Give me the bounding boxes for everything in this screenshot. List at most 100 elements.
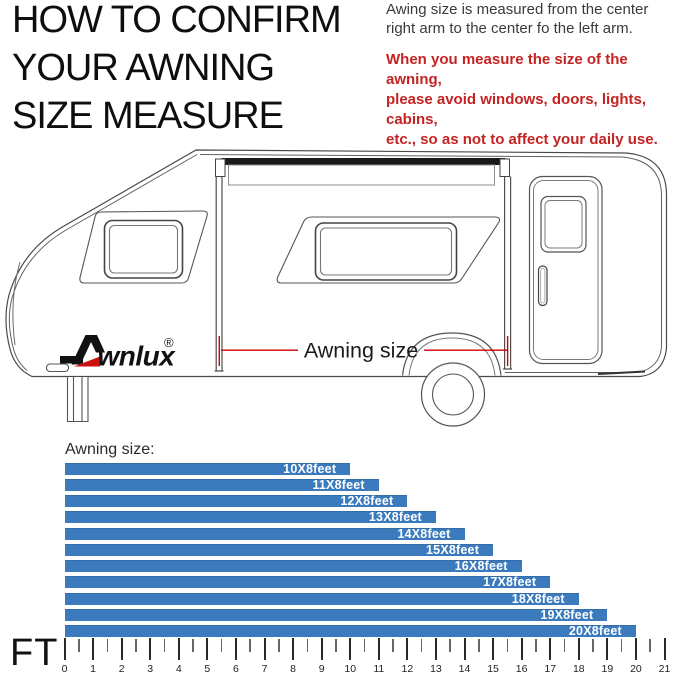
axis-tick-label: 12 <box>401 663 414 675</box>
axis-tick-major <box>520 638 523 660</box>
logo-swoosh <box>74 356 100 367</box>
logo-bar <box>60 356 83 364</box>
bar-label: 10X8feet <box>283 461 337 476</box>
dimension-line <box>218 336 509 366</box>
axis-tick-minor <box>192 639 194 652</box>
axis-tick-label: 4 <box>175 663 182 675</box>
axis-tick-major <box>63 638 66 660</box>
awning-arm-left <box>214 176 224 372</box>
axis-tick-label: 18 <box>572 663 585 675</box>
axis-tick-major <box>349 638 352 660</box>
bar-label: 15X8feet <box>426 542 480 557</box>
axis-tick-minor <box>335 639 337 652</box>
axis-tick-minor <box>563 639 566 652</box>
axis-tick-label: 1 <box>90 663 96 675</box>
bar-17X8feet: 17X8feet <box>64 575 551 590</box>
page-title: HOW TO CONFIRM YOUR AWNING SIZE MEASURE <box>12 0 342 137</box>
axis-tick-label: 21 <box>658 663 671 675</box>
axis-tick-minor <box>135 639 137 652</box>
axis-tick-minor <box>420 639 423 652</box>
axis-tick-minor <box>449 639 451 652</box>
axis-tick-label: 3 <box>147 663 154 675</box>
axis-tick-major <box>492 638 495 660</box>
bar-20X8feet: 20X8feet <box>64 624 636 638</box>
measure-note: Awing size is measured from the center r… <box>386 1 649 37</box>
axis-tick-major <box>377 638 380 660</box>
axis-tick-minor <box>506 639 509 652</box>
axis-tick-label: 17 <box>544 663 557 675</box>
axis-tick-major <box>120 638 123 660</box>
axis-tick-major <box>634 638 637 660</box>
axis-tick-label: 5 <box>204 663 211 675</box>
axis-tick-minor <box>78 639 80 652</box>
axis-tick-major <box>577 638 580 660</box>
bar-label: 14X8feet <box>397 526 451 541</box>
trailer-diagram: Awning size wnlux ® <box>5 149 668 427</box>
axis-tick-major <box>177 638 180 660</box>
axis-tick-major <box>463 638 466 660</box>
axis-tick-major <box>206 638 209 660</box>
axis-tick-minor <box>535 639 537 652</box>
front-window <box>79 210 208 284</box>
bar-11X8feet: 11X8feet <box>64 477 379 492</box>
axis-tick-minor <box>278 639 280 652</box>
measure-warning: When you measure the size of the awning,… <box>386 51 658 148</box>
awning-arm-right <box>503 176 512 370</box>
hitch-post <box>66 377 89 423</box>
axis-tick-minor <box>163 639 166 652</box>
axis-tick-label: 8 <box>290 663 296 675</box>
bar-14X8feet: 14X8feet <box>64 526 465 541</box>
bar-label: 12X8feet <box>340 494 394 508</box>
bar-10X8feet: 10X8feet <box>64 461 351 476</box>
logo-text: wnlux <box>98 341 177 372</box>
middle-window <box>276 216 501 284</box>
axis-tick-label: 9 <box>318 663 325 675</box>
dimension-label: Awning size <box>304 339 418 363</box>
axis-tick-label: 0 <box>61 663 68 675</box>
axis-tick-label: 16 <box>515 663 528 675</box>
side-marker <box>45 363 70 373</box>
axis-tick-major <box>92 638 95 660</box>
wheel-fender <box>401 332 502 427</box>
bar-13X8feet: 13X8feet <box>64 510 436 525</box>
registered-mark: ® <box>164 335 174 350</box>
brand-logo: wnlux ® <box>60 335 177 372</box>
bar-label: 17X8feet <box>483 575 537 590</box>
axis-tick-label: 13 <box>430 663 442 675</box>
axis-tick-major <box>234 638 237 660</box>
axis-tick-label: 6 <box>233 663 239 675</box>
axis-tick-minor <box>649 639 651 652</box>
bar-12X8feet: 12X8feet <box>64 494 408 508</box>
axis-tick-minor <box>220 639 223 652</box>
bar-label: 13X8feet <box>368 510 422 525</box>
logo-a-icon <box>71 335 105 365</box>
axis-tick-minor <box>249 639 251 652</box>
axis-tick-major <box>606 638 609 660</box>
bar-label: 19X8feet <box>540 607 594 622</box>
bar-label: 16X8feet <box>454 559 508 573</box>
axis-tick-major <box>320 638 323 660</box>
door-window <box>540 195 587 253</box>
axis-tick-label: 14 <box>458 663 471 675</box>
axis-tick-minor <box>620 639 623 652</box>
axis-tick-label: 7 <box>261 663 268 675</box>
axis-tick-major <box>406 638 409 660</box>
axis-tick-major <box>434 638 437 660</box>
door <box>528 175 603 365</box>
axis-tick-minor <box>392 639 394 652</box>
axis-tick-major <box>263 638 266 660</box>
bar-15X8feet: 15X8feet <box>64 542 494 557</box>
axis-tick-label: 20 <box>630 663 642 675</box>
axis-tick-label: 15 <box>487 663 499 675</box>
axis-tick-minor <box>363 639 366 652</box>
axis-tick-minor <box>306 639 309 652</box>
axis-tick-major <box>663 638 666 660</box>
axis-tick-label: 10 <box>344 663 357 675</box>
bar-label: 18X8feet <box>511 591 565 606</box>
axis-tick-major <box>292 638 295 660</box>
awning-roll <box>215 158 510 186</box>
bar-label: 20X8feet <box>568 624 622 638</box>
bar-label: 11X8feet <box>312 477 365 492</box>
axis-tick-major <box>149 638 152 660</box>
